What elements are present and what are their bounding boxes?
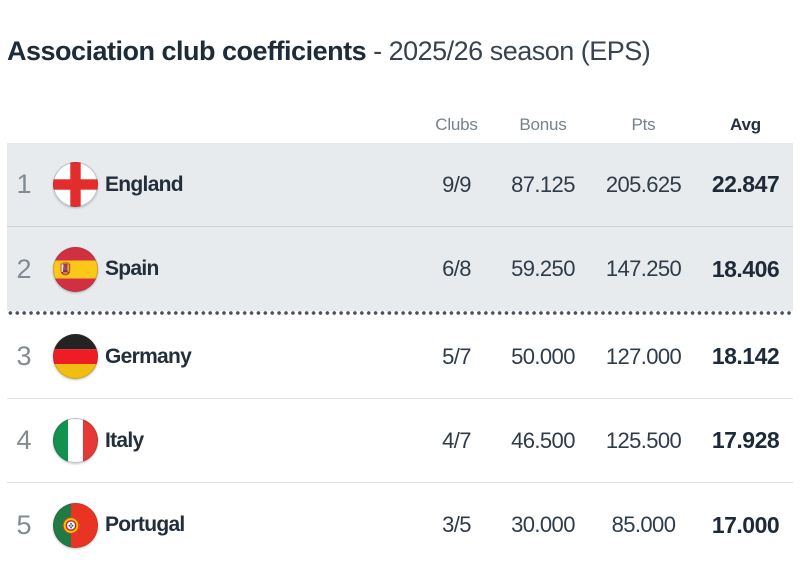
bonus-value: 50.000 <box>511 343 575 369</box>
column-header-avg: Avg <box>730 115 761 134</box>
column-header-pts: Pts <box>631 115 656 134</box>
pts-value: 125.500 <box>605 427 682 453</box>
page-title: Association club coefficients - 2025/26 … <box>7 0 793 67</box>
clubs-value: 4/7 <box>442 427 471 453</box>
rank-number: 3 <box>16 341 32 371</box>
country-name: Germany <box>105 344 192 368</box>
table-body: 1 England 9/9 87.125 205.625 22.847 2 <box>7 143 793 567</box>
clubs-value: 6/8 <box>442 256 471 281</box>
bonus-value: 87.125 <box>511 171 575 197</box>
germany-flag-art <box>53 334 98 379</box>
bonus-value: 59.250 <box>511 256 575 281</box>
bonus-value: 30.000 <box>511 512 575 537</box>
clubs-value: 3/5 <box>442 512 471 537</box>
rank-number: 2 <box>16 253 32 284</box>
germany-flag <box>53 334 98 379</box>
country-name: England <box>105 172 184 196</box>
avg-value: 17.928 <box>711 427 780 453</box>
country-name: Italy <box>105 428 144 452</box>
rank-number: 5 <box>16 509 32 540</box>
table-row-portugal[interactable]: 5 Portugal 3/5 30.000 85.000 17.000 <box>7 483 793 567</box>
rank-number: 1 <box>16 169 32 199</box>
rank-number: 4 <box>16 425 32 455</box>
table-row-germany[interactable]: 3 Germany 5/7 50.000 127.000 18.142 <box>7 315 793 399</box>
table-row-england[interactable]: 1 England 9/9 87.125 205.625 22.847 <box>7 143 793 227</box>
page-title-season: 2025/26 season (EPS) <box>388 36 651 66</box>
avg-value: 18.406 <box>711 255 780 282</box>
england-flag-art <box>53 162 98 207</box>
country-name: Spain <box>105 257 159 280</box>
spain-flag <box>53 246 98 292</box>
avg-value: 17.000 <box>711 511 780 538</box>
pts-value: 205.625 <box>605 171 682 197</box>
country-name: Portugal <box>105 513 185 536</box>
portugal-flag <box>53 502 98 548</box>
column-header-bonus: Bonus <box>519 115 567 134</box>
page-title-season-part: - 2025/26 season (EPS) <box>366 36 651 66</box>
coefficients-table: Clubs Bonus Pts Avg 1 England 9/9 87.125… <box>7 107 793 567</box>
column-header-clubs: Clubs <box>435 115 478 134</box>
england-flag <box>53 162 98 207</box>
page-title-separator: - <box>366 36 389 66</box>
italy-flag <box>53 418 98 463</box>
bonus-value: 46.500 <box>511 427 575 453</box>
table-row-italy[interactable]: 4 Italy 4/7 46.500 125.500 17.928 <box>7 399 793 483</box>
clubs-value: 9/9 <box>442 171 471 197</box>
avg-value: 18.142 <box>711 343 780 369</box>
pts-value: 85.000 <box>611 512 676 537</box>
table-row-spain[interactable]: 2 Spain 6/8 59.250 147.250 18.406 <box>7 227 793 311</box>
avg-value: 22.847 <box>711 171 780 197</box>
pts-value: 147.250 <box>605 256 682 281</box>
italy-flag-art <box>53 418 98 463</box>
portugal-flag-art <box>53 502 98 548</box>
table-header-row: Clubs Bonus Pts Avg <box>7 107 793 143</box>
clubs-value: 5/7 <box>442 343 471 369</box>
page-title-main: Association club coefficients <box>7 36 367 66</box>
pts-value: 127.000 <box>605 343 682 369</box>
spain-flag-art <box>53 246 98 292</box>
qualification-dotted-separator <box>7 311 793 315</box>
